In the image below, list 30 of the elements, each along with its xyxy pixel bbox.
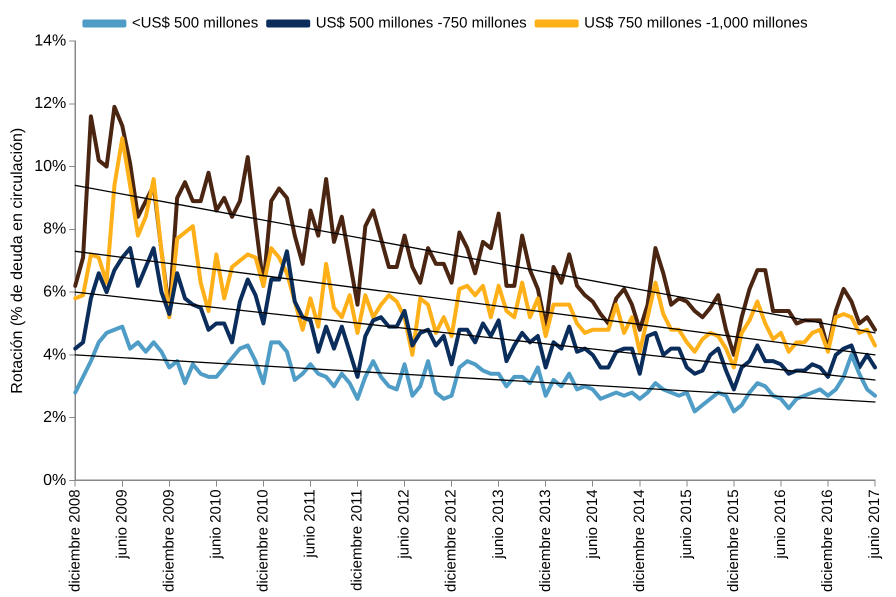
legend-label: US$ 750 millones -1,000 millones (584, 14, 808, 32)
x-tick-label: junio 2017 (866, 489, 884, 560)
x-tick-label: junio 2012 (396, 489, 413, 560)
y-tick-label: 4% (43, 346, 66, 364)
x-tick-label: diciembre 2009 (160, 489, 178, 592)
y-tick-label: 12% (34, 95, 66, 112)
legend-label: <US$ 500 millones (132, 14, 258, 32)
x-tick-label: junio 2011 (302, 489, 319, 559)
x-tick-label: diciembre 2011 (348, 489, 366, 591)
x-tick-label: junio 2015 (678, 489, 695, 560)
x-tick-label: diciembre 2013 (536, 489, 554, 592)
x-tick-label: diciembre 2016 (819, 489, 836, 592)
x-tick-label: junio 2009 (113, 489, 130, 560)
x-tick-label: junio 2010 (208, 489, 224, 560)
y-tick-label: 8% (43, 220, 66, 238)
x-tick-label: junio 2013 (490, 489, 507, 560)
x-tick-label: diciembre 2015 (725, 489, 742, 592)
y-tick-label: 10% (34, 158, 66, 175)
legend-label: US$ 500 millones -750 millones (316, 14, 527, 32)
y-tick-label: 14% (34, 32, 66, 50)
x-tick-label: diciembre 2010 (254, 489, 272, 592)
y-tick-label: 0% (43, 472, 66, 489)
y-tick-label: 6% (43, 284, 66, 301)
y-tick-label: 2% (43, 409, 66, 426)
x-tick-label: diciembre 2012 (442, 489, 460, 592)
y-axis-title: Rotación (% de deuda en circulación) (9, 128, 26, 394)
x-tick-label: junio 2014 (584, 489, 601, 560)
x-tick-label: diciembre 2014 (630, 489, 648, 592)
x-tick-label: diciembre 2008 (66, 489, 84, 592)
x-tick-label: junio 2016 (772, 489, 790, 560)
